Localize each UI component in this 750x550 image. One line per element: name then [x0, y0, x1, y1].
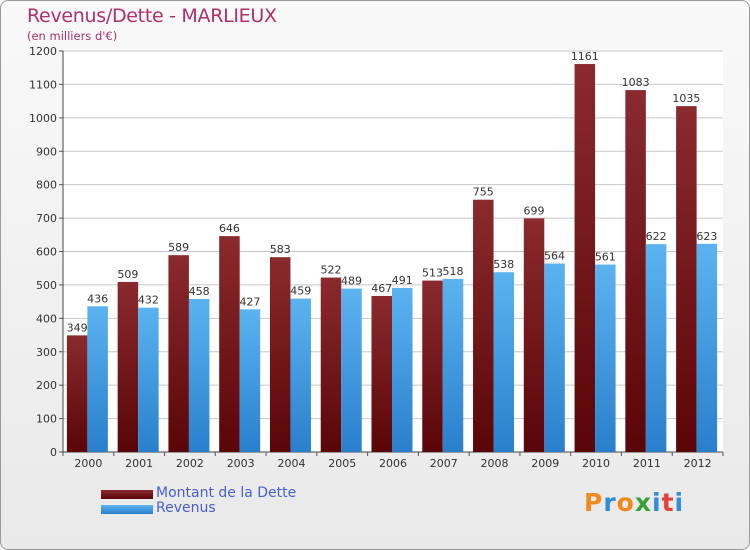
- x-tick-label: 2006: [379, 457, 407, 470]
- data-label-revenue: 622: [646, 230, 667, 243]
- data-label-revenue: 561: [595, 251, 616, 264]
- y-tick-label: 100: [36, 413, 57, 426]
- bar-revenue: [442, 278, 464, 452]
- chart-title: Revenus/Dette - MARLIEUX: [27, 5, 277, 27]
- y-tick-label: 700: [36, 212, 57, 225]
- data-label-revenue: 459: [290, 285, 311, 298]
- data-label-revenue: 427: [239, 295, 260, 308]
- logo-letter: i: [652, 488, 662, 517]
- logo-letter: P: [584, 488, 604, 517]
- bar-debt: [269, 257, 291, 452]
- chart-subtitle: (en milliers d'€): [27, 29, 118, 43]
- y-tick-label: 1000: [29, 112, 57, 125]
- bar-debt: [473, 199, 494, 452]
- x-tick-label: 2000: [74, 457, 102, 470]
- y-tick-label: 400: [36, 312, 57, 325]
- data-label-revenue: 489: [341, 275, 362, 288]
- x-tick-label: 2008: [481, 457, 509, 470]
- data-label-revenue: 623: [696, 230, 717, 243]
- bar-debt: [320, 277, 342, 452]
- logo-letter: t: [661, 488, 675, 517]
- legend-swatch-debt: [101, 490, 153, 499]
- data-label-debt: 1083: [622, 76, 650, 89]
- y-tick-label: 1100: [29, 78, 57, 91]
- data-label-debt: 583: [270, 243, 291, 256]
- bar-debt: [422, 280, 443, 452]
- y-tick-label: 1200: [29, 45, 57, 58]
- data-label-revenue: 436: [87, 292, 108, 305]
- data-label-debt: 589: [168, 241, 189, 254]
- bar-revenue: [544, 263, 565, 452]
- x-tick-label: 2005: [328, 457, 356, 470]
- bar-debt: [625, 90, 646, 452]
- x-tick-label: 2001: [125, 457, 153, 470]
- logo-letter: i: [674, 488, 685, 517]
- y-tick-label: 800: [36, 179, 57, 192]
- data-label-debt: 1035: [672, 92, 700, 105]
- data-label-revenue: 538: [493, 258, 514, 271]
- data-label-debt: 755: [473, 186, 494, 199]
- data-label-debt: 513: [422, 267, 443, 280]
- logo-letter: r: [603, 488, 617, 517]
- bar-revenue: [290, 298, 311, 452]
- data-label-debt: 509: [117, 268, 138, 281]
- logo-letter: x: [634, 488, 652, 517]
- bar-debt: [66, 335, 88, 452]
- bar-debt: [523, 218, 545, 452]
- legend-label-revenue: Revenus: [156, 500, 216, 516]
- bar-revenue: [87, 306, 108, 452]
- data-label-debt: 1161: [571, 50, 599, 63]
- data-label-revenue: 518: [443, 265, 464, 278]
- x-tick-label: 2010: [582, 457, 610, 470]
- data-label-revenue: 491: [392, 274, 413, 287]
- bar-revenue: [493, 272, 515, 452]
- bar-debt: [574, 64, 596, 452]
- x-tick-label: 2002: [176, 457, 204, 470]
- y-tick-label: 900: [36, 145, 57, 158]
- x-tick-label: 2012: [684, 457, 712, 470]
- logo-letter: o: [616, 488, 635, 517]
- data-label-debt: 467: [371, 282, 392, 295]
- bar-revenue: [341, 288, 362, 452]
- legend-swatch-revenue: [101, 505, 153, 514]
- data-label-revenue: 432: [138, 294, 159, 307]
- data-label-revenue: 564: [544, 250, 565, 263]
- y-tick-label: 500: [36, 279, 57, 292]
- y-tick-label: 200: [36, 379, 57, 392]
- data-label-debt: 646: [219, 222, 240, 235]
- bar-revenue: [239, 309, 261, 452]
- bar-revenue: [392, 287, 413, 452]
- legend-label-debt: Montant de la Dette: [156, 485, 297, 501]
- bar-revenue: [188, 298, 210, 452]
- data-label-debt: 349: [67, 321, 88, 334]
- bar-debt: [117, 281, 139, 452]
- data-label-debt: 699: [524, 204, 545, 217]
- data-label-revenue: 458: [189, 285, 210, 298]
- bars-layer: [66, 64, 718, 452]
- x-tick-label: 2004: [277, 457, 305, 470]
- x-tick-label: 2011: [633, 457, 661, 470]
- proxiti-logo: Proxiti: [584, 488, 684, 517]
- bar-debt: [371, 295, 392, 452]
- bar-revenue: [696, 243, 718, 452]
- y-tick-label: 600: [36, 246, 57, 259]
- x-tick-label: 2007: [430, 457, 458, 470]
- bar-revenue: [645, 244, 667, 452]
- bar-revenue: [138, 307, 159, 452]
- bar-revenue: [595, 264, 616, 452]
- bar-debt: [219, 236, 240, 452]
- bar-debt: [676, 106, 697, 452]
- data-label-debt: 522: [320, 264, 341, 277]
- x-tick-label: 2009: [531, 457, 559, 470]
- bar-debt: [168, 255, 189, 452]
- y-tick-label: 300: [36, 346, 57, 359]
- y-tick-label: 0: [50, 446, 57, 459]
- x-tick-label: 2003: [227, 457, 255, 470]
